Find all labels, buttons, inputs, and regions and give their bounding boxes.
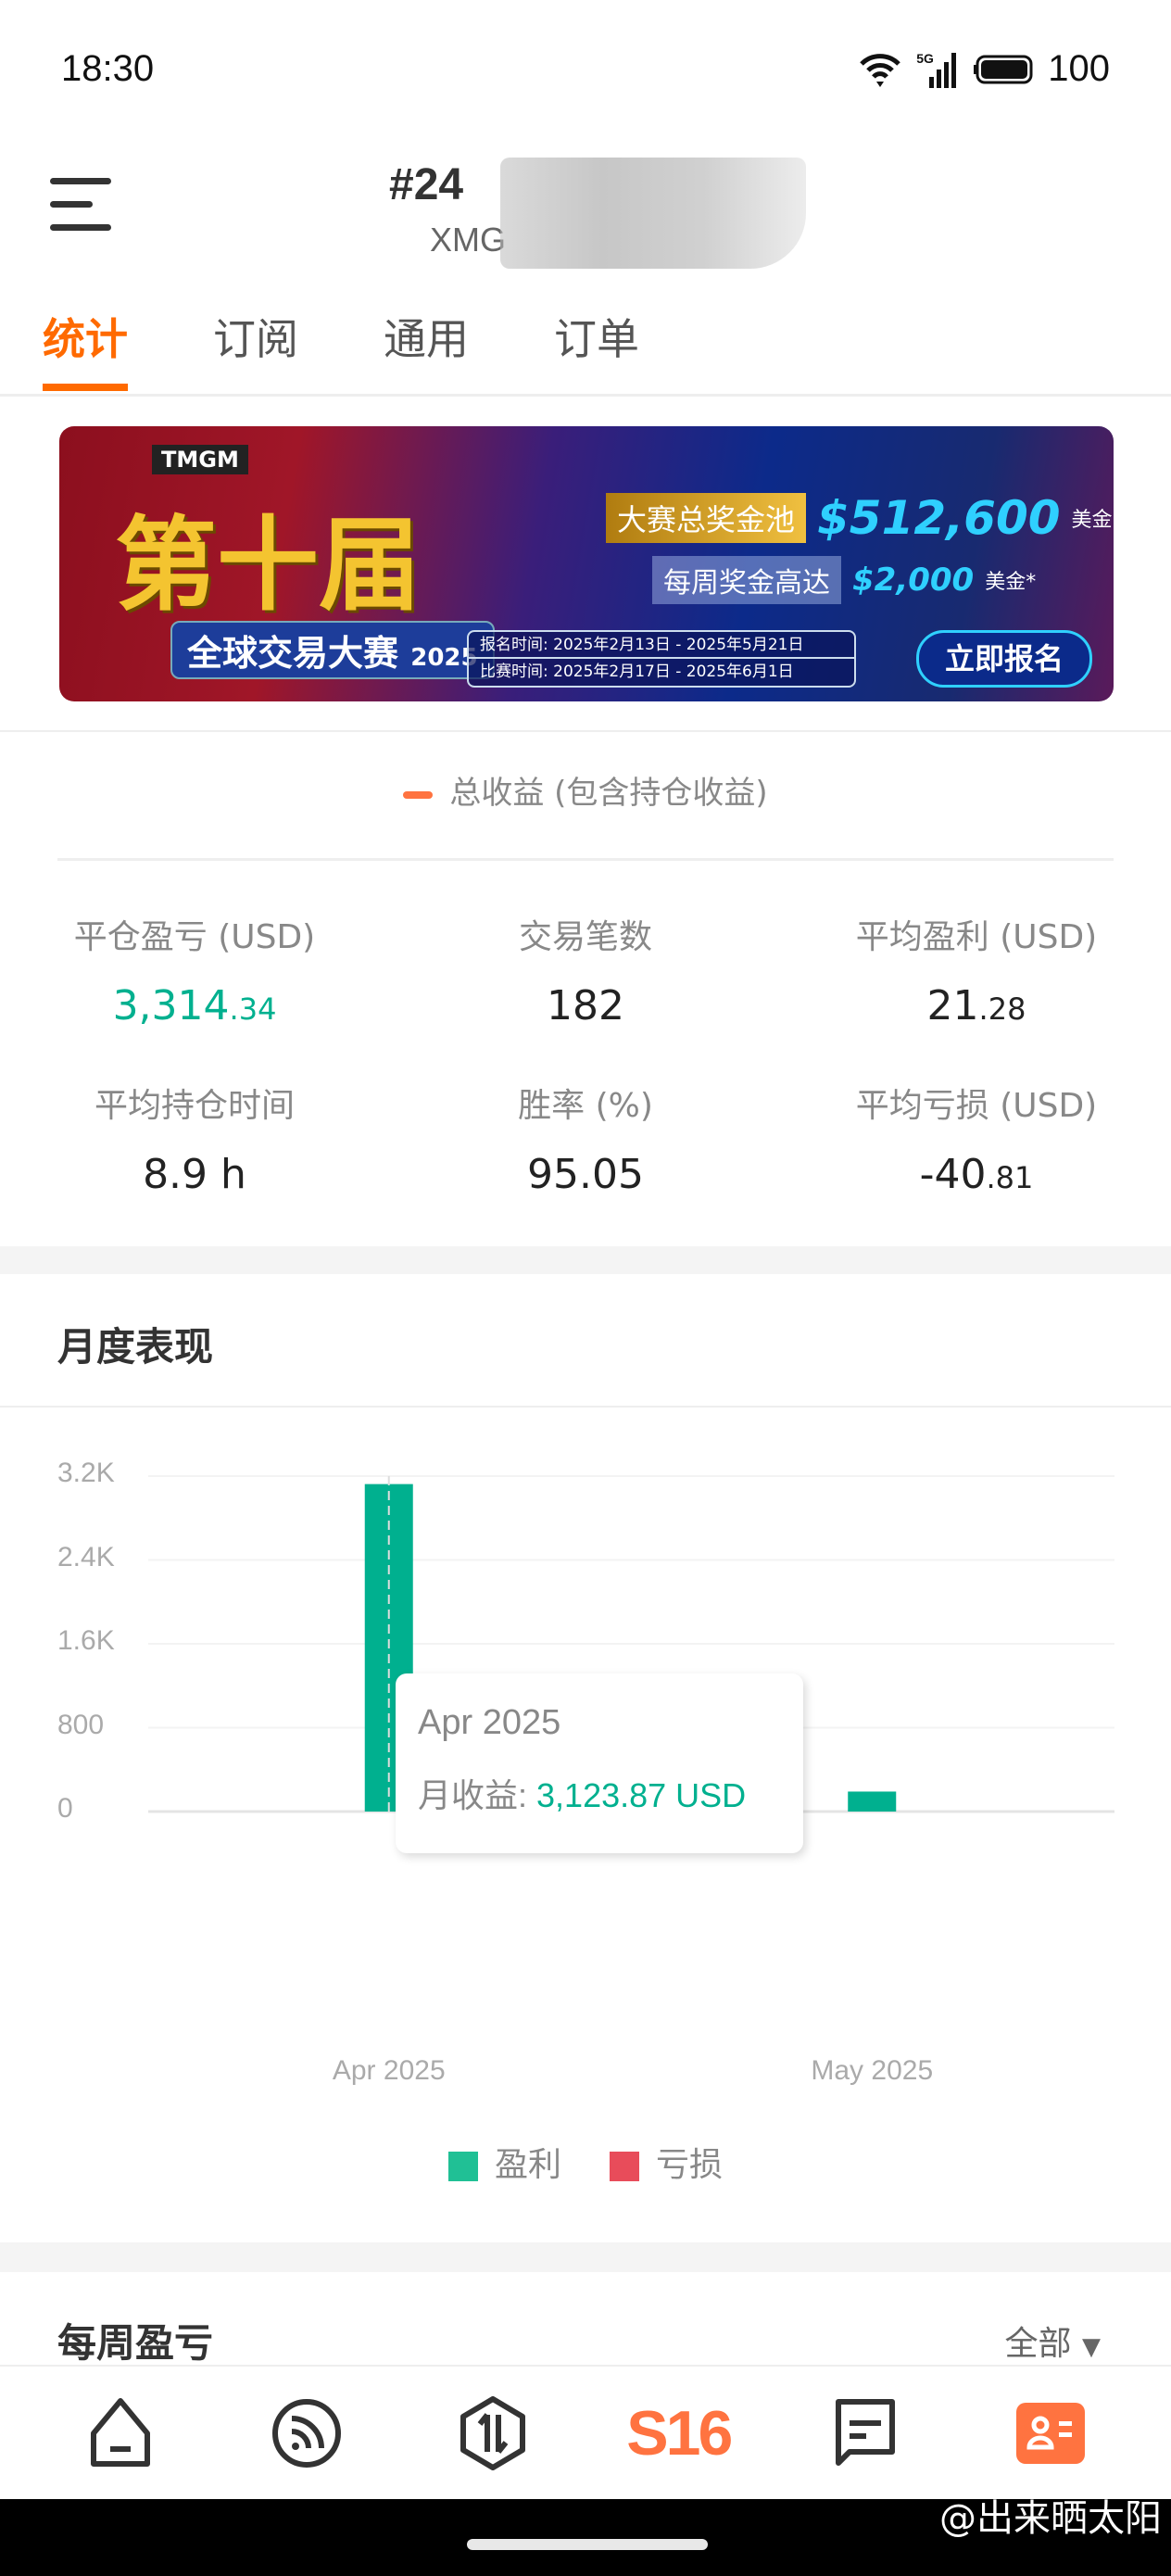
legend-swatch [403,790,434,799]
wifi-icon [860,53,901,87]
watermark: @出来晒太阳 [939,2497,1162,2540]
weekly-filter-dropdown[interactable]: 全部 ▼ [1004,2325,1101,2363]
bottom-nav: S16 [0,2368,1171,2499]
feed-icon[interactable] [270,2396,344,2470]
promo-banner[interactable]: TMGM 第十届 全球交易大赛 2025 大赛总奖金池 $512,600 美金 每周… [59,426,1114,701]
banner-edition: 第十届 [115,506,421,625]
stat-avg-profit: 平均盈利 (USD) 21.28 [855,918,1098,1029]
home-indicator[interactable] [467,2539,708,2550]
chart-legend: 盈利 亏损 [0,2138,1171,2186]
status-icons: 5G 100 [859,48,1110,90]
section-gap [0,2242,1171,2272]
tab-bar: 统计 订阅 通用 订单 [43,306,639,391]
weekly-title: 每周盈亏 [57,2320,214,2366]
total-profit-legend[interactable]: 总收益 (包含持仓收益) [0,767,1171,813]
divider [57,858,1114,861]
register-button[interactable]: 立即报名 [916,630,1092,688]
account-title: #24 [389,160,464,209]
monthly-title: 月度表现 [57,1324,214,1370]
y-tick-label: 800 [57,1709,105,1740]
section-gap [0,1246,1171,1274]
banner-pool: 大赛总奖金池 $512,600 美金 [606,491,1113,545]
y-tick-label: 0 [57,1793,73,1824]
bar-may-2025[interactable] [848,1791,897,1812]
x-tick-label: May 2025 [811,2055,934,2086]
banner-dates: 报名时间: 2025年2月13日 - 2025年5月21日 比赛时间: 2025年… [467,630,856,688]
redacted-account-info [500,158,806,269]
tab-general[interactable]: 通用 [384,314,469,364]
divider [0,1406,1171,1408]
profile-card-icon[interactable] [1014,2396,1088,2470]
stat-trade-count: 交易笔数 182 [518,918,652,1029]
y-tick-label: 1.6K [57,1625,115,1656]
y-tick-label: 2.4K [57,1541,115,1572]
system-nav-bar [0,2499,1171,2576]
divider [0,730,1171,732]
banner-weekly: 每周奖金高达 $2,000 美金* [652,556,1036,604]
tab-statistics[interactable]: 统计 [43,306,128,391]
stat-closed-pnl: 平仓盈亏 (USD) 3,314.34 [73,918,316,1029]
legend-loss[interactable]: 亏损 [610,2138,723,2186]
battery-icon [974,55,1033,83]
y-tick-label: 3.2K [57,1458,115,1488]
battery-level: 100 [1048,48,1110,89]
home-icon[interactable] [83,2396,157,2470]
account-subtitle: XMG [430,221,507,259]
banner-logo: TMGM [152,445,248,474]
x-tick-label: Apr 2025 [332,2055,446,2086]
divider [0,2365,1171,2367]
stat-win-rate: 胜率 (%) 95.05 [518,1087,653,1198]
stat-avg-loss: 平均亏损 (USD) -40.81 [855,1087,1098,1198]
chart-tooltip: Apr 2025 月收益: 3,123.87 USD [396,1673,803,1853]
legend-profit[interactable]: 盈利 [447,2138,561,2186]
tab-subscription[interactable]: 订阅 [213,314,298,364]
trade-icon[interactable] [456,2396,530,2470]
message-icon[interactable] [827,2396,901,2470]
status-time: 18:30 [61,48,155,89]
banner-name: 全球交易大赛 2025 [170,621,495,679]
tab-orders[interactable]: 订单 [554,314,639,364]
menu-button[interactable] [50,178,111,234]
signal-icon: 5G [916,51,959,88]
divider [0,394,1171,397]
caret-down-icon: ▼ [1082,2333,1101,2361]
s16-icon[interactable]: S16 [626,2398,733,2469]
stat-avg-hold-time: 平均持仓时间 8.9 h [94,1087,295,1198]
